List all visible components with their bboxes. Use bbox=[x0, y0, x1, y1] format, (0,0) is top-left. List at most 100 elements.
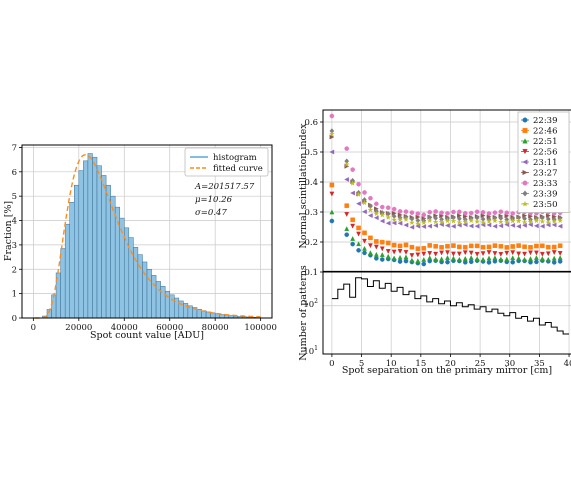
data-point bbox=[414, 220, 421, 227]
patterns-frame bbox=[322, 271, 571, 355]
series-2251 bbox=[329, 209, 563, 264]
histogram-bar bbox=[142, 261, 148, 319]
x-tick-label: 40000 bbox=[111, 323, 138, 333]
data-point bbox=[368, 195, 373, 201]
data-point bbox=[498, 251, 504, 257]
x-tick-label: 100000 bbox=[244, 323, 276, 333]
x-tick-label: 25 bbox=[475, 359, 486, 369]
histogram-bar bbox=[151, 275, 157, 319]
data-point bbox=[551, 244, 557, 250]
data-point bbox=[522, 251, 527, 257]
data-point bbox=[391, 216, 398, 223]
legend-marker bbox=[522, 117, 528, 123]
data-point bbox=[368, 235, 373, 241]
series-2350 bbox=[329, 130, 564, 227]
data-point bbox=[516, 223, 521, 229]
data-point bbox=[420, 219, 427, 226]
legend-label: 23:39 bbox=[533, 190, 558, 200]
data-point bbox=[445, 250, 450, 256]
x-tick-label: 80000 bbox=[202, 323, 229, 333]
data-point bbox=[450, 218, 457, 224]
annotation-amplitude: A=201517.57 bbox=[194, 182, 255, 192]
legend-marker bbox=[522, 159, 528, 165]
data-point bbox=[480, 256, 486, 262]
data-point bbox=[391, 249, 397, 255]
histogram-bar bbox=[137, 254, 143, 319]
data-point bbox=[409, 244, 415, 250]
data-point bbox=[350, 236, 356, 241]
data-point bbox=[462, 250, 468, 256]
data-point bbox=[397, 220, 403, 226]
data-point bbox=[492, 210, 498, 215]
data-point bbox=[391, 242, 397, 248]
data-point bbox=[379, 252, 385, 257]
data-point bbox=[509, 217, 516, 224]
data-point bbox=[528, 245, 533, 250]
data-point bbox=[344, 146, 350, 151]
y-tick-label: 7 bbox=[12, 143, 17, 153]
y-tick-label: 0.5 bbox=[304, 148, 318, 158]
data-point bbox=[474, 218, 481, 225]
legend-marker bbox=[522, 190, 528, 197]
histogram-bar bbox=[210, 312, 216, 319]
data-point bbox=[468, 223, 474, 229]
data-point bbox=[362, 190, 367, 195]
data-point bbox=[504, 245, 510, 250]
data-point bbox=[403, 242, 409, 248]
scintillation-y-ticks: 0.1 0.2 0.3 0.4 0.5 0.6 bbox=[304, 118, 323, 278]
data-point bbox=[456, 256, 462, 262]
data-point bbox=[551, 222, 557, 228]
legend-marker bbox=[522, 169, 528, 176]
histogram-y-ticks: 0 1 2 3 4 5 6 7 bbox=[12, 143, 22, 324]
data-point bbox=[462, 244, 468, 250]
data-point bbox=[451, 209, 456, 215]
data-point bbox=[457, 244, 462, 250]
data-point bbox=[403, 209, 409, 214]
x-tick-label: 60000 bbox=[156, 323, 183, 333]
data-point bbox=[421, 251, 427, 257]
annotation-sigma: σ=0.47 bbox=[195, 208, 227, 218]
data-point bbox=[444, 217, 451, 224]
x-tick-label: 10 bbox=[386, 359, 397, 369]
histogram-bar bbox=[169, 294, 175, 319]
legend-label: 23:11 bbox=[533, 158, 558, 168]
data-point bbox=[450, 223, 456, 229]
data-point bbox=[474, 209, 480, 215]
histogram-bar bbox=[101, 175, 107, 319]
annotation-mu: μ=10.26 bbox=[195, 195, 233, 205]
data-point bbox=[462, 255, 468, 261]
data-point bbox=[528, 256, 533, 261]
legend-fit-label: fitted curve bbox=[213, 164, 263, 174]
patterns-plot-area bbox=[323, 272, 571, 354]
data-point bbox=[498, 256, 504, 262]
data-point bbox=[492, 223, 498, 229]
data-point bbox=[557, 223, 563, 229]
histogram-bar bbox=[105, 184, 111, 319]
legend-label: 22:46 bbox=[533, 127, 558, 137]
histogram-bar bbox=[92, 156, 98, 319]
data-point bbox=[540, 243, 545, 249]
data-point bbox=[397, 216, 403, 223]
legend-label: 23:27 bbox=[533, 169, 558, 179]
data-point bbox=[445, 243, 450, 249]
data-point bbox=[445, 211, 450, 216]
legend-marker bbox=[522, 149, 528, 155]
data-point bbox=[498, 223, 504, 229]
data-point bbox=[522, 244, 527, 250]
y-tick-label: 6 bbox=[12, 168, 17, 178]
data-point bbox=[409, 210, 415, 215]
histogram-bar bbox=[69, 202, 75, 319]
data-point bbox=[433, 251, 439, 257]
data-point bbox=[385, 249, 391, 254]
histogram-x-label: Spot count value [ADU] bbox=[90, 330, 204, 341]
data-point bbox=[356, 248, 361, 253]
data-point bbox=[522, 222, 527, 228]
data-point bbox=[356, 225, 361, 231]
histogram-bar bbox=[87, 153, 93, 319]
data-point bbox=[379, 257, 385, 262]
data-point bbox=[545, 251, 551, 257]
data-point bbox=[391, 255, 397, 261]
histogram-frame bbox=[21, 144, 273, 319]
data-point bbox=[367, 213, 373, 218]
